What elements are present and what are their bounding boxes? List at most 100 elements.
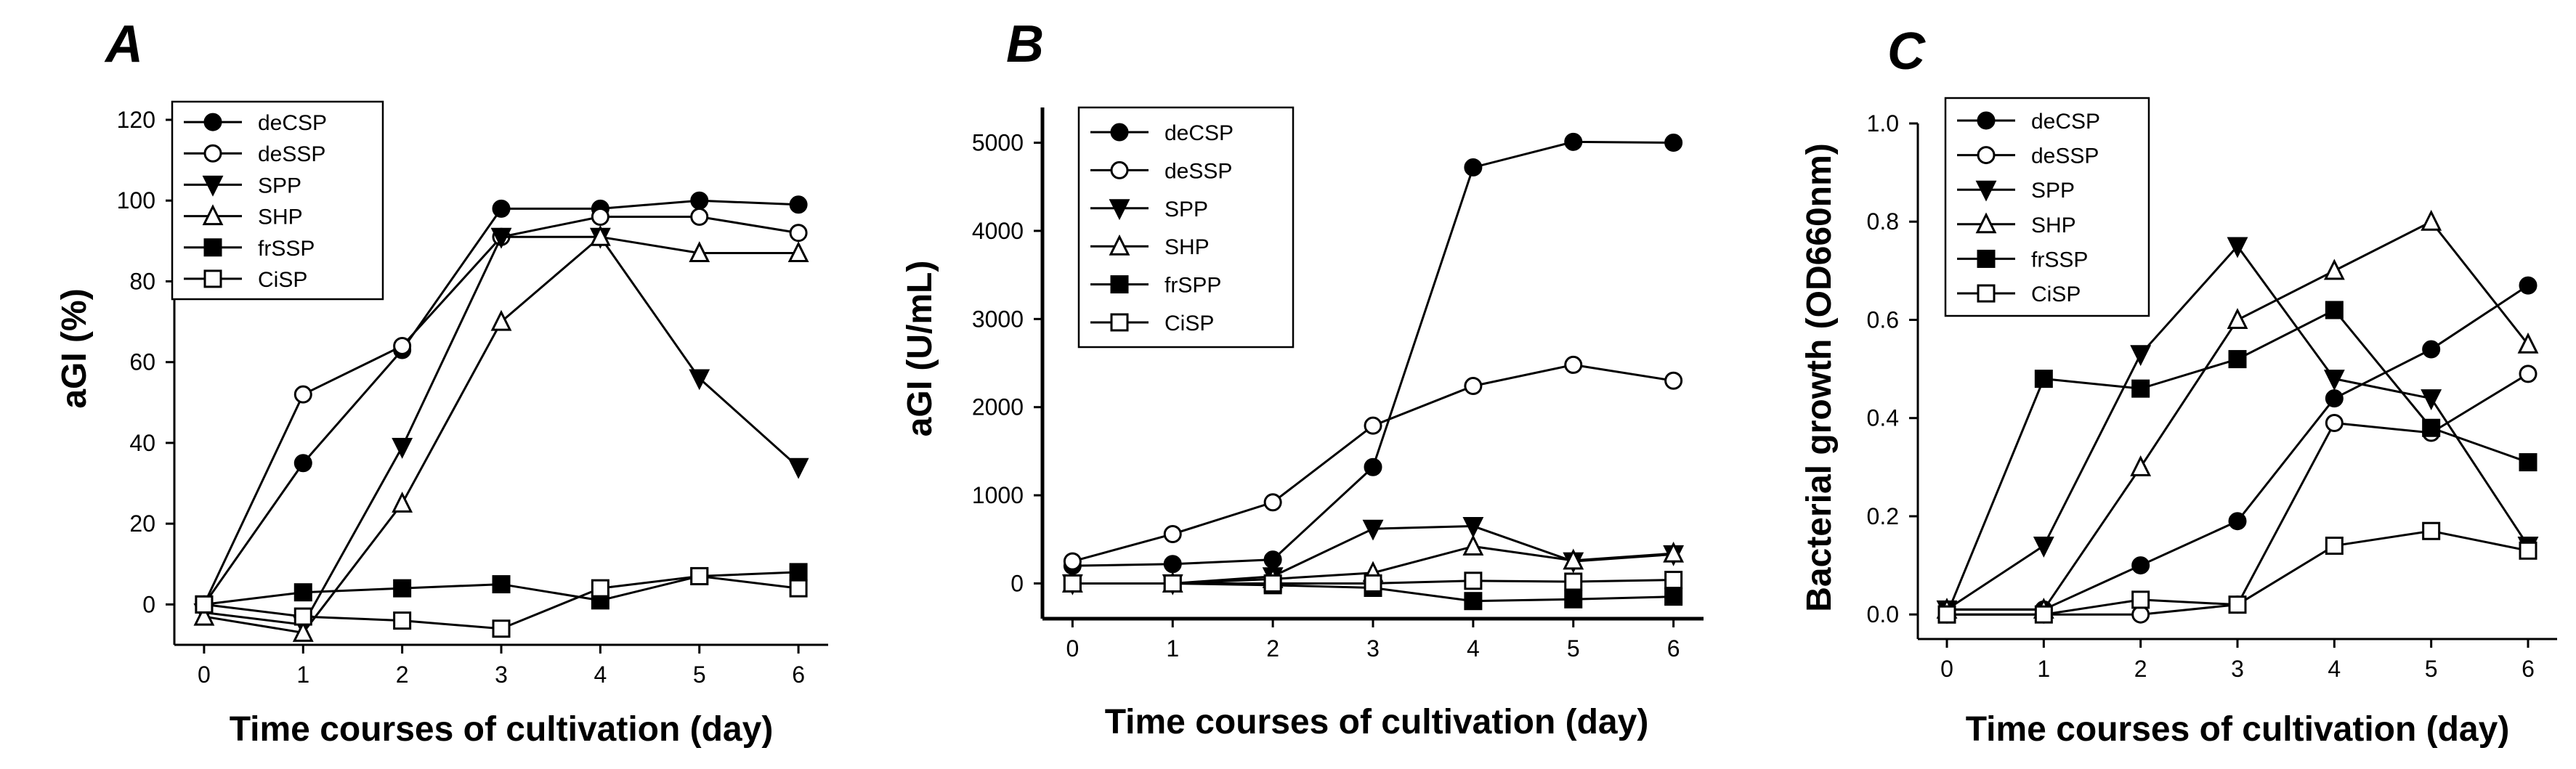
panel-c-legend-marker (1977, 249, 1996, 268)
panel-c-point-frSSP (2228, 350, 2247, 369)
panel-c-point-SPP (2033, 537, 2054, 558)
panel-b-x-axis-label: Time courses of cultivation (day) (1105, 703, 1649, 741)
panel-b-point-CiSP (1464, 571, 1483, 590)
panel-c-y-tick-label: 0.2 (1867, 503, 1899, 529)
panel-b-point-frSPP (1664, 587, 1683, 606)
panel-b-y-tick-label: 1000 (972, 482, 1024, 508)
panel-c: C Bacterial growth (OD660nm) Time course… (1800, 23, 2557, 749)
panel-a-legend-marker (202, 175, 224, 197)
panel-c-axes: 0.0 0.2 0.4 0.6 0.8 1.0 0 1 2 3 4 5 6 (1867, 110, 2557, 682)
panel-a-point-deCSP (789, 195, 808, 214)
panel-c-point-CiSP (2131, 590, 2150, 609)
panel-b-axes: 0 1000 2000 3000 4000 5000 0 1 2 3 4 5 6 (972, 107, 1704, 662)
panel-a-point-SHP (689, 241, 710, 263)
panel-c-y-tick-label: 0.8 (1867, 208, 1899, 235)
panel-a-x-tick-label: 1 (296, 662, 309, 688)
panel-a-point-SHP (392, 491, 413, 513)
panel-a-legend-label: frSSP (258, 237, 315, 261)
panel-a-point-SHP (193, 604, 215, 626)
panel-b-legend: deCSP deSSP SPP SHP frSPP CiSP (1077, 106, 1295, 349)
panel-c-x-tick-label: 5 (2425, 656, 2438, 682)
panel-c-point-CiSP (2325, 537, 2344, 556)
panel-c-legend-marker (1975, 212, 1997, 234)
panel-c-legend: deCSP deSSP SPP SHP frSSP CiSP (1944, 97, 2150, 317)
panel-a-x-tick-label: 4 (594, 662, 607, 688)
panel-a-point-deCSP (293, 454, 312, 473)
panel-b-y-tick-label: 3000 (972, 306, 1024, 332)
panel-c-point-SHP (2323, 259, 2345, 280)
panel-b-point-frSPP (1564, 590, 1583, 609)
panel-c-point-frSSP (2519, 453, 2537, 472)
panel-c-point-SPP (2421, 389, 2442, 411)
panel-b-legend-label: CiSP (1165, 312, 1214, 335)
panel-c-y-tick-label: 0.4 (1867, 405, 1899, 431)
panel-c-point-SHP (2421, 209, 2442, 231)
panel-b-point-SHP (1663, 541, 1685, 563)
panel-b-point-deSSP (1063, 552, 1082, 571)
panel-a-point-SHP (589, 224, 611, 246)
panel-b-legend-label: SHP (1165, 235, 1210, 259)
panel-a-legend-box (171, 100, 384, 301)
panel-a-point-CiSP (393, 611, 412, 630)
panel-a-point-CiSP (690, 566, 709, 585)
panel-a-point-deSSP (690, 207, 709, 226)
panel-b-legend-marker (1110, 123, 1129, 142)
panel-b-legend-box (1077, 106, 1295, 349)
panel-a-axes: 0 20 40 60 80 100 120 0 1 2 3 4 5 6 (117, 107, 828, 688)
panel-a-legend-label: SPP (258, 174, 301, 198)
panel-c-legend-marker (1977, 111, 1996, 130)
panel-c-point-frSSP (2034, 370, 2053, 388)
panel-b: B aGI (U/mL) Time courses of cultivation… (901, 15, 1704, 741)
panel-c-x-axis-label: Time courses of cultivation (day) (1966, 710, 2510, 749)
panel-c-point-SHP (2517, 332, 2539, 354)
panel-a-point-SPP (787, 457, 809, 479)
panel-a-point-deSSP (393, 336, 412, 355)
panel-a-point-frSSP (293, 583, 312, 602)
panel-a-legend-marker (203, 144, 222, 163)
panel-a-point-CiSP (195, 595, 214, 614)
panel-c-legend-label: deSSP (2031, 145, 2099, 168)
panel-c-series-line-deSSP (1947, 373, 2529, 616)
panel-a-y-tick-label: 60 (129, 349, 155, 375)
panel-b-letter: B (1006, 15, 1044, 73)
panel-a-y-tick-label: 40 (129, 430, 155, 456)
panel-a: A aGI (%) Time courses of cultivation (d… (55, 15, 828, 749)
panel-a-point-CiSP (789, 579, 808, 598)
panel-b-x-tick-label: 4 (1467, 635, 1480, 662)
panel-a-legend: deCSP deSSP SPP SHP frSSP CiSP (171, 100, 384, 301)
panel-c-legend-marker (1975, 180, 1997, 202)
panel-b-y-tick-label: 2000 (972, 394, 1024, 420)
panel-b-point-CiSP (1263, 574, 1282, 593)
panel-c-point-deCSP (2325, 389, 2344, 408)
panel-c-legend-label: CiSP (2031, 282, 2081, 306)
panel-a-marks (193, 191, 809, 642)
panel-b-point-CiSP (1564, 572, 1583, 591)
panel-c-x-tick-label: 1 (2037, 656, 2050, 682)
panel-c-legend-label: SPP (2031, 179, 2075, 203)
panel-a-y-tick-label: 120 (117, 107, 155, 133)
panel-c-point-CiSP (2034, 605, 2053, 624)
panel-a-point-SHP (787, 241, 809, 263)
panel-c-legend-marker (1977, 284, 1996, 303)
panel-a-point-deSSP (789, 224, 808, 243)
panel-a-legend-label: CiSP (258, 268, 307, 292)
panel-a-point-frSSP (393, 579, 412, 598)
panel-c-point-CiSP (1937, 605, 1956, 624)
panel-b-y-tick-label: 4000 (972, 218, 1024, 244)
panel-a-x-tick-label: 3 (495, 662, 508, 688)
panel-c-point-SHP (2227, 308, 2248, 329)
panel-b-point-deCSP (1364, 457, 1382, 476)
panel-b-legend-marker (1109, 199, 1130, 221)
panel-c-point-deCSP (2422, 340, 2441, 359)
panel-c-legend-label: deCSP (2031, 110, 2100, 134)
panel-b-point-SHP (1563, 548, 1584, 570)
panel-b-point-CiSP (1063, 574, 1082, 593)
panel-c-point-SPP (2323, 370, 2345, 391)
panel-a-legend-label: deCSP (258, 111, 327, 135)
panel-b-point-CiSP (1364, 574, 1382, 593)
panel-b-point-SPP (1362, 519, 1384, 541)
panel-c-x-tick-label: 3 (2231, 656, 2244, 682)
panel-b-point-deSSP (1163, 524, 1182, 543)
panel-a-point-CiSP (492, 619, 511, 638)
panel-a-y-tick-label: 80 (129, 268, 155, 294)
